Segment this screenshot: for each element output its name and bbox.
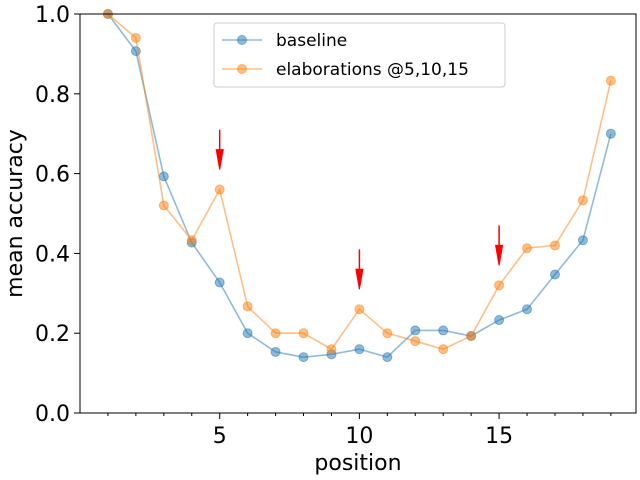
data-point: [605, 128, 616, 139]
data-point: [410, 325, 421, 336]
data-point: [494, 315, 505, 326]
x-tick-label: 5: [213, 424, 227, 449]
data-point: [382, 328, 393, 339]
red-arrow-annotation: [495, 225, 504, 266]
y-tick-label: 0.8: [35, 83, 70, 108]
legend-marker: [237, 64, 247, 74]
y-axis-label: mean accuracy: [3, 129, 28, 298]
plot-frame: [79, 13, 637, 414]
legend: baseline elaborations @5,10,15: [213, 22, 506, 88]
data-point: [522, 243, 533, 254]
annotations: [215, 129, 504, 290]
y-tick-label: 0.0: [35, 402, 70, 427]
data-point: [549, 269, 560, 280]
red-arrow-annotation: [215, 129, 224, 170]
data-point: [298, 352, 309, 363]
data-point: [549, 240, 560, 251]
y-tick-label: 0.6: [35, 163, 70, 188]
y-tick-label: 1.0: [35, 3, 70, 28]
data-point: [466, 330, 477, 341]
x-tick-label: 10: [345, 424, 373, 449]
data-point: [186, 235, 197, 246]
y-tick-label: 0.4: [35, 242, 70, 267]
data-point: [522, 304, 533, 315]
plot-series: [102, 9, 616, 363]
x-axis-label: position: [314, 451, 401, 476]
data-point: [354, 344, 365, 355]
data-point: [577, 235, 588, 246]
data-point: [410, 336, 421, 347]
axis-ticks: 5 10 15 0.0 0.2 0.4 0.6 0.8 1.0: [35, 3, 612, 449]
data-point: [438, 344, 449, 355]
legend-marker: [237, 35, 247, 45]
x-tick-label: 15: [485, 424, 513, 449]
data-point: [242, 301, 253, 312]
data-point: [214, 277, 225, 288]
data-point: [382, 352, 393, 363]
legend-item: elaborations @5,10,15: [222, 60, 469, 80]
data-point: [298, 328, 309, 339]
arrow-head: [355, 268, 364, 290]
arrow-head: [495, 244, 504, 266]
data-point: [130, 32, 141, 43]
legend-label: elaborations @5,10,15: [276, 60, 469, 80]
legend-box: [213, 22, 506, 88]
series-elaborations: [102, 9, 616, 355]
arrow-head: [215, 149, 224, 170]
data-point: [494, 280, 505, 291]
data-point: [605, 75, 616, 86]
data-point: [354, 304, 365, 315]
legend-label: baseline: [276, 31, 347, 51]
data-point: [158, 171, 169, 182]
data-point: [577, 195, 588, 206]
legend-item: baseline: [222, 31, 347, 51]
data-point: [158, 200, 169, 211]
data-point: [214, 184, 225, 195]
data-point: [242, 328, 253, 339]
data-point: [326, 344, 337, 355]
y-tick-label: 0.2: [35, 322, 70, 347]
data-point: [270, 346, 281, 357]
data-point: [270, 328, 281, 339]
red-arrow-annotation: [355, 249, 364, 290]
data-point: [438, 325, 449, 336]
